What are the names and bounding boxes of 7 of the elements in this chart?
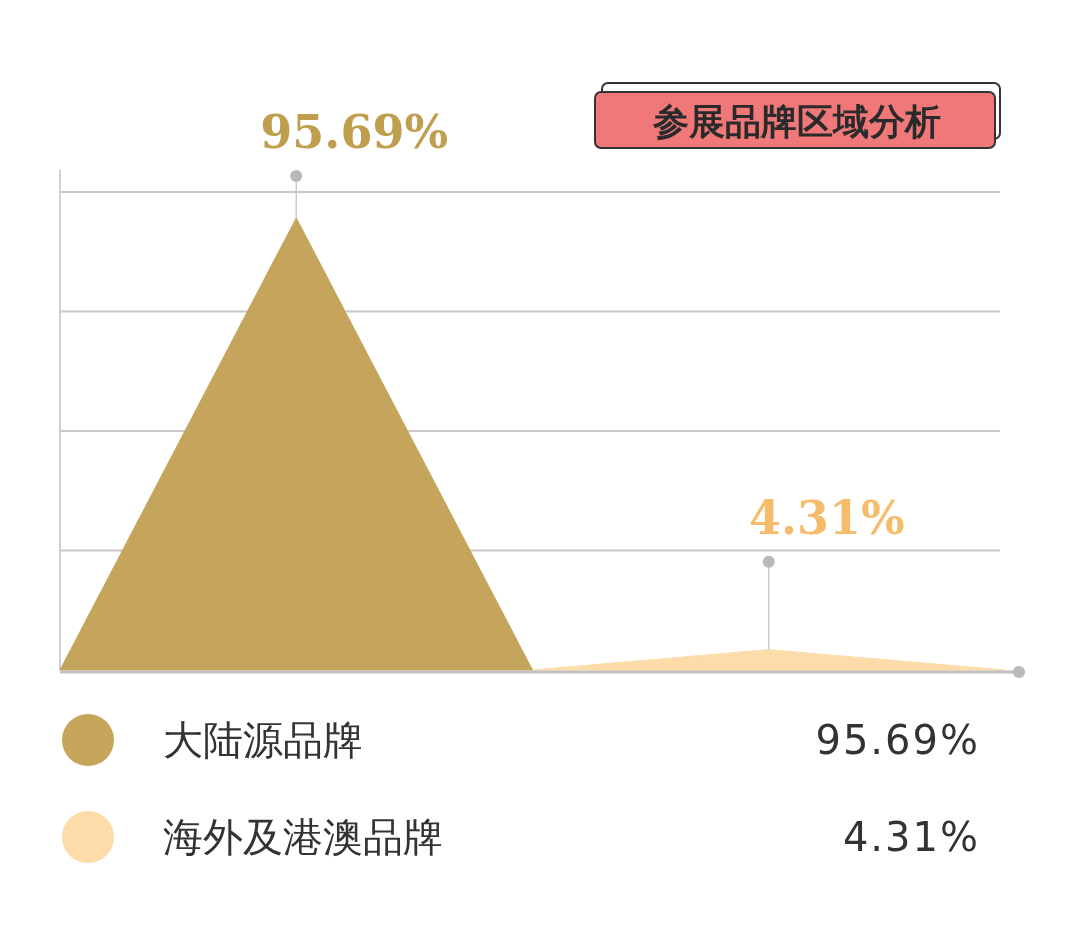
data-label: 4.31% [748,490,905,545]
legend-label: 海外及港澳品牌 [163,814,443,860]
text: 4.31% [842,814,980,860]
legend-label: 大陆源品牌 [163,717,363,763]
chart-title: 参展品牌区域分析 [652,101,941,142]
text: 95.69% [815,717,980,763]
data-label: 95.69% [260,105,449,159]
